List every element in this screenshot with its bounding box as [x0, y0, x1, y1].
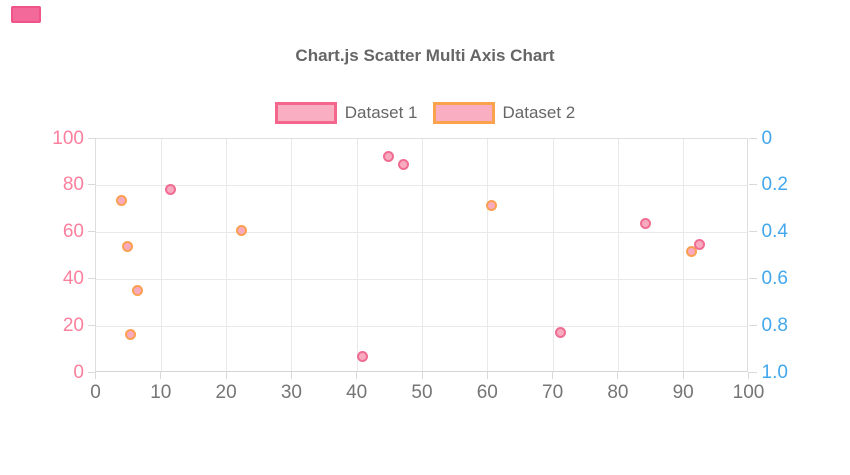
x-axis-tickmark [160, 372, 162, 379]
y-left-tickmark [87, 184, 96, 186]
scatter-point-dataset-2[interactable] [116, 194, 128, 206]
y-right-tickmark [748, 371, 757, 373]
x-axis-tickmark [95, 372, 96, 379]
y-left-tick-label: 60 [62, 221, 84, 243]
x-axis-tickmark [682, 372, 684, 379]
y-left-tick-label: 40 [62, 267, 84, 289]
legend-label: Dataset 2 [502, 103, 576, 122]
x-axis-tickmark [421, 372, 423, 379]
y-right-tick-label: 0.2 [761, 174, 788, 196]
scatter-point-dataset-2[interactable] [125, 328, 137, 340]
x-axis-tick-label: 50 [411, 382, 433, 403]
y-left-tickmark [87, 371, 96, 373]
scatter-point-dataset-1[interactable] [554, 327, 566, 339]
y-right-tickmark [748, 137, 757, 139]
x-axis-tickmark [290, 372, 292, 379]
y-left-tick-label: 0 [73, 361, 84, 383]
y-right-tick-label: 0.6 [761, 267, 788, 289]
y-right-tick-label: 0 [761, 127, 773, 149]
x-axis-tick-label: 70 [542, 382, 564, 403]
chart-title: Chart.js Scatter Multi Axis Chart [295, 46, 555, 65]
legend-swatch-icon [432, 102, 495, 124]
legend-item-dataset-2[interactable]: Dataset 2 [432, 102, 576, 124]
gridline-horizontal [96, 325, 747, 327]
scatter-point-dataset-2[interactable] [121, 241, 133, 253]
scatter-point-dataset-2[interactable] [486, 200, 498, 212]
scatter-point-dataset-1[interactable] [398, 159, 410, 171]
y-right-tickmark [748, 184, 757, 186]
gridline-vertical [356, 139, 358, 371]
y-right-tick-label: 0.4 [761, 221, 788, 243]
gridline-horizontal [96, 232, 747, 234]
x-axis-tick-label: 20 [215, 382, 237, 403]
gridline-vertical [617, 139, 619, 371]
y-left-tick-label: 20 [62, 314, 84, 336]
gridline-vertical [226, 139, 228, 371]
x-axis-tickmark [552, 372, 554, 379]
y-right-tickmark [748, 231, 757, 233]
x-axis-tick-label: 60 [476, 382, 498, 403]
gridline-horizontal [96, 278, 747, 280]
legend-label: Dataset 1 [344, 103, 418, 122]
y-right-tick-label: 1.0 [761, 361, 788, 383]
gridline-vertical [552, 139, 554, 371]
x-axis-tick-label: 0 [90, 382, 101, 403]
legend-swatch-icon [274, 102, 337, 124]
scatter-point-dataset-1[interactable] [694, 238, 706, 250]
gridline-vertical [422, 139, 423, 371]
gridline-vertical [683, 139, 685, 371]
x-axis-tickmark [225, 372, 227, 379]
gridline-vertical [291, 139, 293, 371]
y-left-tick-label: 100 [52, 127, 84, 149]
y-left-tick-label: 80 [62, 174, 84, 196]
gridline-vertical [160, 139, 162, 371]
y-left-tickmark [87, 137, 96, 139]
scatter-point-dataset-2[interactable] [685, 245, 697, 257]
x-axis-tickmark [356, 372, 358, 379]
x-axis-tick-label: 40 [346, 382, 368, 403]
scatter-point-dataset-1[interactable] [165, 183, 177, 195]
x-axis-tick-label: 30 [280, 382, 302, 403]
scatter-point-dataset-1[interactable] [357, 351, 369, 363]
scatter-point-dataset-2[interactable] [132, 285, 144, 297]
x-axis-tick-label: 90 [672, 382, 694, 403]
y-left-tickmark [87, 324, 96, 326]
scatter-point-dataset-2[interactable] [236, 225, 248, 237]
y-right-tick-label: 0.8 [761, 314, 788, 336]
x-axis-tickmark [486, 372, 488, 379]
legend-item-dataset-1[interactable]: Dataset 1 [274, 102, 418, 124]
x-axis-tickmark [617, 372, 619, 379]
scatter-point-dataset-1[interactable] [640, 218, 652, 230]
x-axis-tick-label: 10 [150, 382, 172, 403]
y-left-tickmark [87, 231, 96, 233]
gridline-vertical [487, 139, 489, 371]
x-axis-tickmark [748, 372, 749, 379]
y-left-tickmark [87, 277, 96, 279]
y-right-tickmark [748, 324, 757, 326]
pink-color-swatch [11, 6, 41, 23]
chart-legend: Dataset 1 Dataset 2 [0, 102, 850, 124]
gridline-horizontal [96, 185, 747, 187]
plot-area [95, 138, 748, 372]
x-axis-tick-label: 100 [732, 382, 765, 403]
scatter-point-dataset-1[interactable] [382, 151, 394, 163]
x-axis-tick-label: 80 [607, 382, 629, 403]
y-right-tickmark [748, 277, 757, 279]
